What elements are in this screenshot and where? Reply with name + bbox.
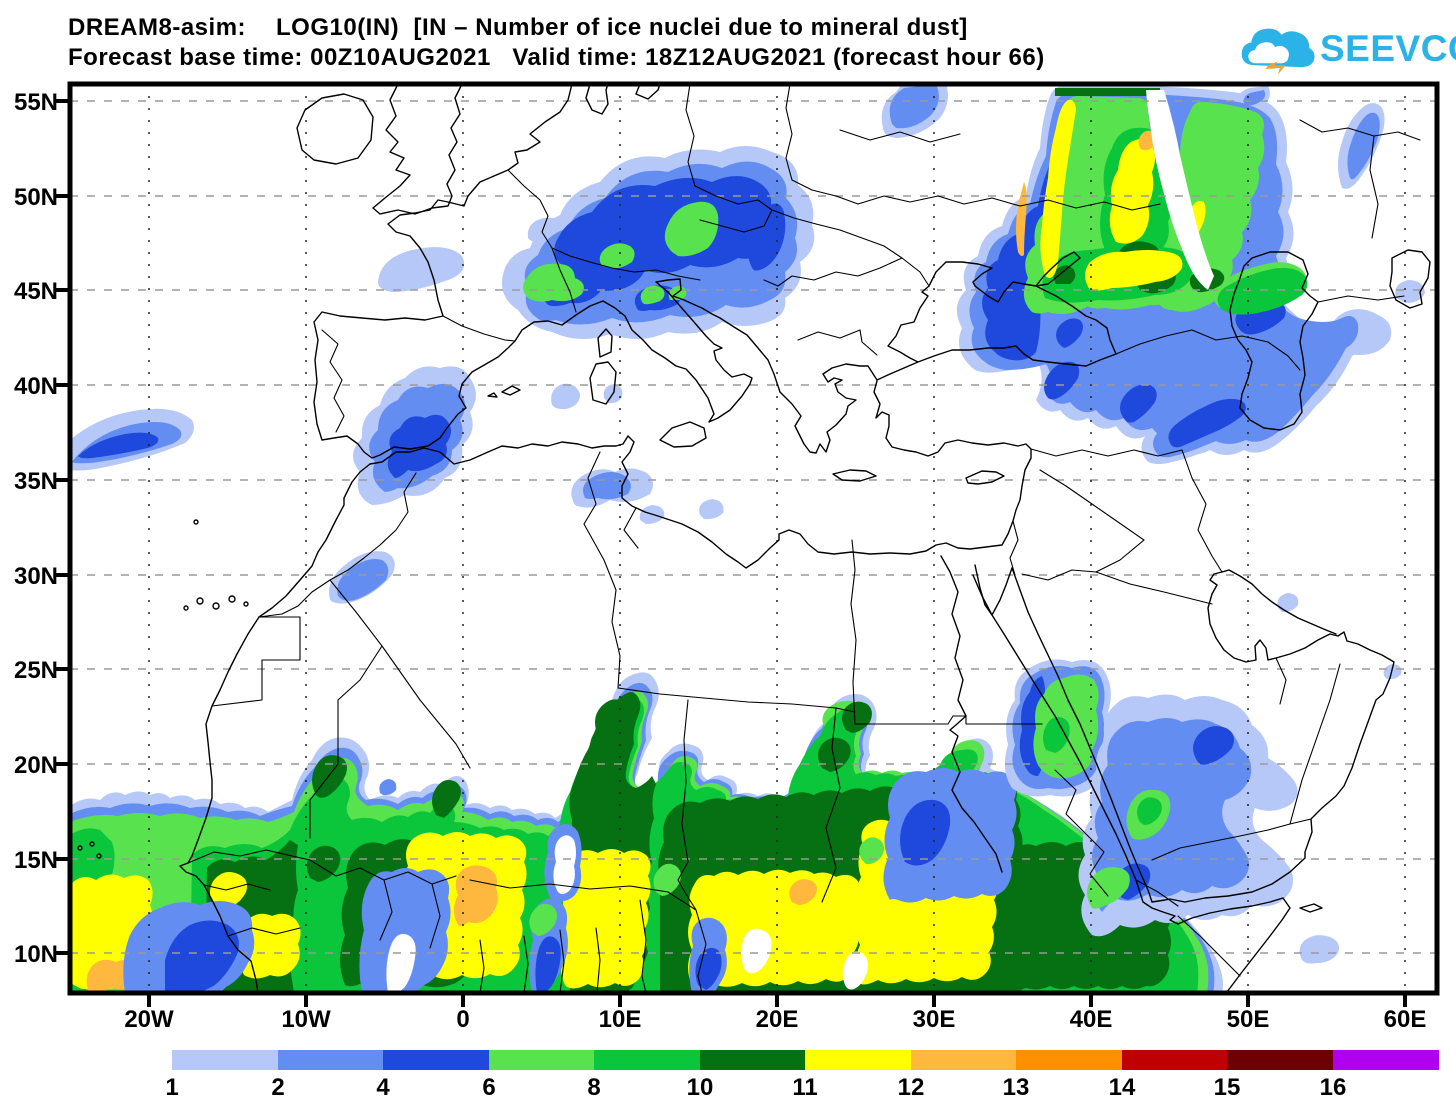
lat-label-40n: 40N [13,373,58,400]
lat-label-55n: 55N [13,89,58,116]
header-line1: DREAM8-asim: LOG10(IN) [IN – Number of i… [0,14,967,42]
model-name: DREAM8-asim: [68,14,247,41]
lon-label-10w: 10W [281,1006,331,1033]
legend-label-16: 16 [1319,1074,1347,1101]
lat-label-20n: 20N [13,752,58,779]
legend-swatch-10 [700,1050,806,1070]
legend-swatch-8 [594,1050,700,1070]
legend-swatch-14 [1122,1050,1228,1070]
logo-cloud-icon [1241,28,1315,75]
legend-swatch-1 [172,1050,278,1070]
legend-label-13: 13 [1002,1074,1030,1101]
legend-swatch-16 [1333,1050,1439,1070]
lat-label-30n: 30N [13,563,58,590]
lon-label-60e: 60E [1383,1006,1427,1033]
legend-label-4: 4 [376,1074,390,1101]
lat-label-10n: 10N [13,941,58,968]
page-title: LOG10(IN) [IN – Number of ice nuclei due… [276,14,968,41]
contour-fills [70,84,1425,994]
lon-label-20w: 20W [124,1006,174,1033]
contour-overlays [123,90,1298,994]
legend-swatch-12 [911,1050,1017,1070]
seevccc-logo: SEEVCCC [1236,18,1456,80]
legend-label-6: 6 [482,1074,496,1101]
lat-label-25n: 25N [13,657,58,684]
lat-label-50n: 50N [13,184,58,211]
lon-label-30e: 30E [912,1006,956,1033]
map-frame [56,81,1440,1007]
legend-label-15: 15 [1213,1074,1241,1101]
legend-swatch-15 [1227,1050,1333,1070]
lat-label-35n: 35N [13,468,58,495]
coastlines [77,83,1431,994]
legend-swatch-11 [805,1050,911,1070]
lon-label-20e: 20E [755,1006,799,1033]
graticule [70,84,1437,993]
legend-swatch-13 [1016,1050,1122,1070]
country-borders [187,83,1421,994]
legend-label-8: 8 [587,1074,601,1101]
legend-label-10: 10 [686,1074,714,1101]
lon-label-50e: 50E [1226,1006,1270,1033]
lon-label-10e: 10E [598,1006,642,1033]
lon-label-0: 0 [456,1006,470,1033]
legend-swatch-2 [278,1050,384,1070]
lat-label-15n: 15N [13,847,58,874]
legend-label-1: 1 [165,1074,179,1101]
legend-label-14: 14 [1108,1074,1136,1101]
legend-swatch-4 [383,1050,489,1070]
legend-swatch-6 [489,1050,595,1070]
forecast-times: Forecast base time: 00Z10AUG2021 Valid t… [68,44,1045,71]
legend-label-11: 11 [792,1074,818,1101]
lat-label-45n: 45N [13,278,58,305]
logo-text: SEEVCCC [1320,28,1456,69]
legend-label-2: 2 [271,1074,285,1101]
lon-label-40e: 40E [1069,1006,1113,1033]
legend-label-12: 12 [897,1074,925,1101]
